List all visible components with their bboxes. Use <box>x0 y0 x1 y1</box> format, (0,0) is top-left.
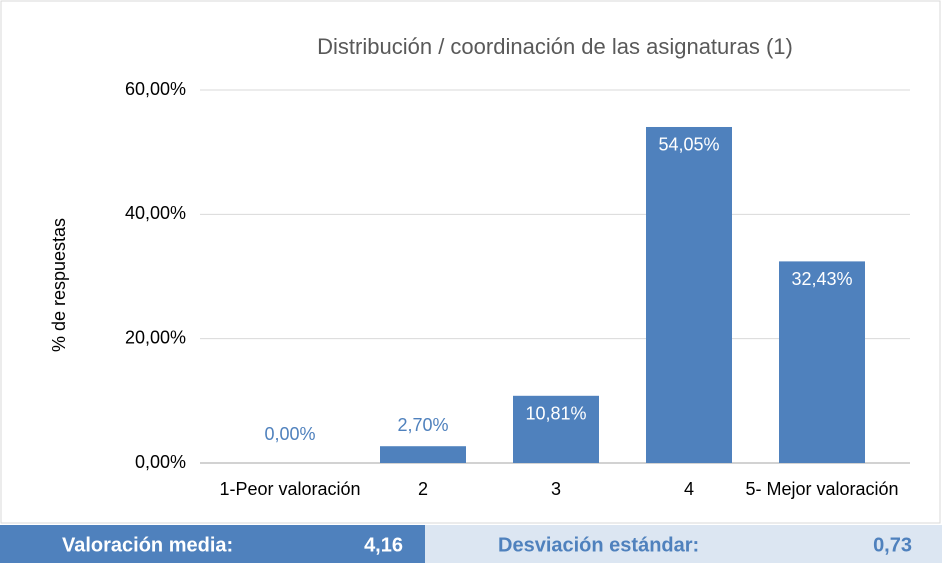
x-tick-label: 1-Peor valoración <box>219 479 360 499</box>
stat-value: 0,73 <box>873 534 912 556</box>
x-tick-label: 4 <box>684 479 694 499</box>
y-tick-label: 20,00% <box>125 327 186 347</box>
stat-box <box>0 525 425 563</box>
x-tick-label: 2 <box>418 479 428 499</box>
chart-title: Distribución / coordinación de las asign… <box>317 34 793 59</box>
y-tick-label: 60,00% <box>125 79 186 99</box>
y-tick-label: 0,00% <box>135 452 186 472</box>
bar <box>513 395 599 463</box>
data-label: 2,70% <box>397 415 448 435</box>
stat-box <box>425 525 942 563</box>
bar <box>779 261 865 463</box>
x-tick-label: 3 <box>551 479 561 499</box>
bar <box>380 446 466 463</box>
data-label: 32,43% <box>791 269 852 289</box>
bar <box>646 126 732 463</box>
stat-label: Valoración media: <box>62 534 233 556</box>
data-label: 0,00% <box>264 424 315 444</box>
data-label: 10,81% <box>525 404 586 424</box>
y-axis-label: % de respuestas <box>49 218 69 352</box>
y-tick-label: 40,00% <box>125 203 186 223</box>
x-tick-label: 5- Mejor valoración <box>745 479 898 499</box>
stat-label: Desviación estándar: <box>498 534 699 556</box>
data-label: 54,05% <box>658 135 719 155</box>
stat-value: 4,16 <box>364 534 403 556</box>
